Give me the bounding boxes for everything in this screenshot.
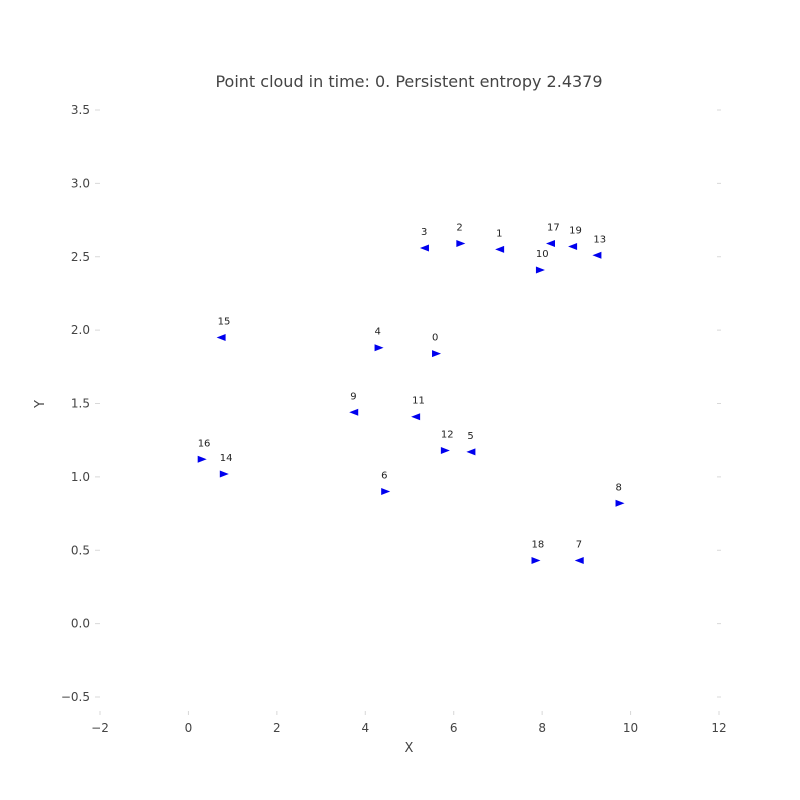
x-axis-ticks: −2 0 2 4 6 8 10 12 xyxy=(91,711,727,735)
point-label-8: 8 xyxy=(616,482,622,493)
point-label-6: 6 xyxy=(381,471,387,482)
y-tick-label: 3.0 xyxy=(71,176,90,190)
data-point-7 xyxy=(574,557,584,565)
point-label-7: 7 xyxy=(576,540,582,551)
point-label-16: 16 xyxy=(198,438,211,449)
point-label-15: 15 xyxy=(218,316,231,327)
data-points xyxy=(197,240,625,565)
point-label-14: 14 xyxy=(220,453,233,464)
data-point-3 xyxy=(419,244,429,252)
y-tick-label: 3.5 xyxy=(71,103,90,117)
point-label-2: 2 xyxy=(456,223,462,234)
chart-title: Point cloud in time: 0. Persistent entro… xyxy=(215,72,602,91)
point-label-1: 1 xyxy=(496,228,502,239)
data-point-10 xyxy=(535,266,545,274)
point-label-17: 17 xyxy=(547,223,560,234)
data-point-11 xyxy=(411,413,421,421)
x-tick-label: 10 xyxy=(623,721,638,735)
data-point-0 xyxy=(432,350,442,358)
data-point-12 xyxy=(440,446,450,454)
y-tick-label: −0.5 xyxy=(61,690,90,704)
point-label-4: 4 xyxy=(375,327,381,338)
point-label-13: 13 xyxy=(593,234,606,245)
y-tick-label: 2.0 xyxy=(71,323,90,337)
data-point-1 xyxy=(495,245,505,253)
x-tick-label: 12 xyxy=(711,721,726,735)
point-label-3: 3 xyxy=(421,227,427,238)
x-axis-label: X xyxy=(405,741,414,756)
x-tick-label: −2 xyxy=(91,721,109,735)
data-point-2 xyxy=(456,240,466,248)
data-point-8 xyxy=(615,499,625,507)
y-tick-label: 1.5 xyxy=(71,397,90,411)
data-point-18 xyxy=(531,557,541,565)
point-label-9: 9 xyxy=(350,391,356,402)
data-point-6 xyxy=(381,488,391,496)
y-tick-label: 0.5 xyxy=(71,543,90,557)
x-tick-label: 4 xyxy=(361,721,369,735)
data-point-9 xyxy=(349,408,359,416)
y-axis-ticks: −0.5 0.0 0.5 1.0 1.5 2.0 2.5 3.0 3.5 xyxy=(61,103,721,704)
x-tick-label: 6 xyxy=(450,721,458,735)
point-label-10: 10 xyxy=(536,249,549,260)
point-label-0: 0 xyxy=(432,333,438,344)
x-tick-label: 0 xyxy=(185,721,193,735)
data-point-16 xyxy=(197,455,207,463)
y-tick-label: 1.0 xyxy=(71,470,90,484)
point-label-11: 11 xyxy=(412,396,425,407)
y-tick-label: 0.0 xyxy=(71,617,90,631)
data-point-13 xyxy=(592,251,602,259)
data-point-17 xyxy=(545,240,555,248)
data-point-15 xyxy=(216,333,226,341)
x-tick-label: 8 xyxy=(538,721,546,735)
x-tick-label: 2 xyxy=(273,721,281,735)
point-label-5: 5 xyxy=(467,431,473,442)
y-axis-label: Y xyxy=(33,400,48,409)
point-label-12: 12 xyxy=(441,429,454,440)
data-point-4 xyxy=(374,344,384,352)
point-label-19: 19 xyxy=(569,225,582,236)
data-point-19 xyxy=(568,242,578,250)
y-tick-label: 2.5 xyxy=(71,250,90,264)
point-label-18: 18 xyxy=(532,540,545,551)
data-point-14 xyxy=(219,470,229,478)
data-point-5 xyxy=(466,448,476,456)
